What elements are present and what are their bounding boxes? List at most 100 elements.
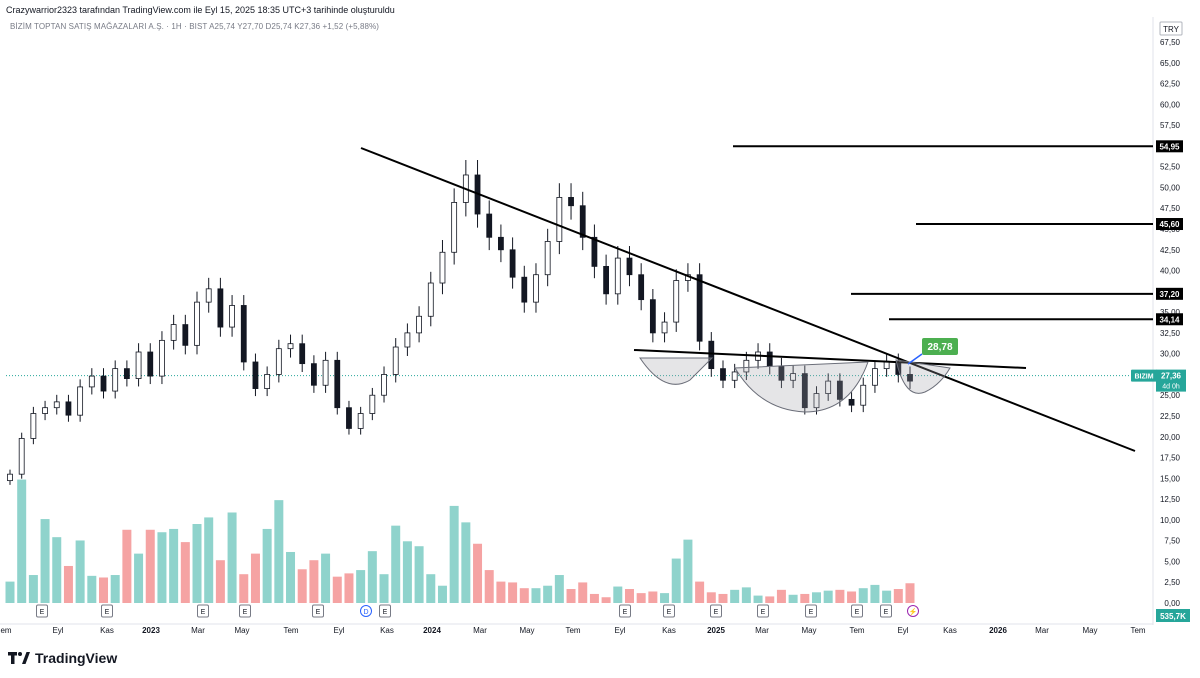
candle-body xyxy=(907,374,913,382)
symbol-badge-label: BIZIM xyxy=(1134,374,1153,381)
volume-bar xyxy=(63,565,73,603)
currency-label: TRY xyxy=(1163,25,1180,34)
y-tick-label: 22,50 xyxy=(1160,412,1181,421)
cup-small-2 xyxy=(895,359,951,394)
volume-bar xyxy=(835,589,845,603)
volume-bar xyxy=(601,597,611,603)
y-tick-label: 0,00 xyxy=(1164,599,1180,608)
volume-bar xyxy=(543,585,553,603)
candle-body xyxy=(509,249,516,278)
earnings-marker-label: E xyxy=(201,609,206,616)
x-tick-label: 2024 xyxy=(423,626,441,635)
candle-body xyxy=(381,374,387,396)
earnings-marker xyxy=(379,604,391,618)
candle-body xyxy=(229,305,235,328)
candle-body xyxy=(649,299,656,334)
y-tick-label: 5,00 xyxy=(1164,557,1180,566)
volume-bar xyxy=(730,589,740,603)
candle-body xyxy=(533,274,539,303)
candle-body xyxy=(439,251,446,284)
earnings-marker-label: E xyxy=(243,609,248,616)
y-tick-label: 40,00 xyxy=(1160,267,1181,276)
volume-bar xyxy=(531,588,541,603)
volume-bar xyxy=(882,590,892,603)
earnings-marker xyxy=(101,604,113,618)
candle-body xyxy=(872,368,878,386)
volume-bar xyxy=(5,581,15,603)
candle-body xyxy=(720,368,726,381)
y-tick-label: 42,50 xyxy=(1160,246,1181,255)
volume-bar xyxy=(344,573,354,603)
earnings-marker-label: E xyxy=(761,609,766,616)
candle-body xyxy=(673,280,680,323)
candle-body xyxy=(486,213,493,238)
earnings-marker-label: E xyxy=(884,609,889,616)
volume-bar xyxy=(893,589,903,603)
candle-body xyxy=(801,373,808,409)
candle-body xyxy=(743,359,750,373)
y-tick-label: 50,00 xyxy=(1160,183,1181,192)
volume-bar xyxy=(765,596,775,603)
candle-body xyxy=(357,413,364,429)
volume-bar xyxy=(508,582,518,603)
y-tick-label: 30,00 xyxy=(1160,350,1181,359)
candle-body xyxy=(88,375,95,388)
volume-bar xyxy=(858,588,868,603)
volume-bar xyxy=(367,551,377,603)
volume-bar xyxy=(274,500,284,603)
y-tick-label: 65,00 xyxy=(1160,59,1181,68)
x-tick-label: 2025 xyxy=(707,626,725,635)
y-tick-label: 32,50 xyxy=(1160,329,1181,338)
volume-bar xyxy=(437,585,447,603)
price-level-box xyxy=(1156,218,1183,231)
y-tick-label: 62,50 xyxy=(1160,80,1181,89)
volume-bar xyxy=(391,525,401,603)
earnings-marker xyxy=(757,604,769,618)
y-tick-label: 10,00 xyxy=(1160,516,1181,525)
candle-body xyxy=(614,257,621,295)
volume-bar xyxy=(449,505,459,603)
volume-bar xyxy=(227,512,237,603)
volume-bar xyxy=(695,581,705,603)
candle-body xyxy=(240,305,247,363)
x-tick-label: Kas xyxy=(380,626,394,635)
volume-bar xyxy=(800,593,810,603)
candle-body xyxy=(346,407,352,429)
volume-bar xyxy=(589,593,599,603)
candle-body xyxy=(579,205,586,238)
earnings-marker xyxy=(36,604,48,618)
cup-main xyxy=(734,361,869,413)
volume-bar xyxy=(461,522,471,603)
countdown-label: 4d 0h xyxy=(1162,384,1180,391)
volume-bar xyxy=(356,570,366,603)
earnings-marker xyxy=(312,604,324,618)
last-volume-box xyxy=(1156,609,1190,622)
candle-body xyxy=(392,346,399,375)
price-level-label: 45,60 xyxy=(1159,220,1180,229)
candle-body xyxy=(790,373,797,381)
earnings-marker xyxy=(710,604,722,618)
volume-bar xyxy=(28,575,38,603)
volume-bar xyxy=(75,540,85,603)
x-tick-label: May xyxy=(801,626,816,635)
volume-bar xyxy=(519,588,529,603)
cup-small-1 xyxy=(639,357,714,385)
price-level-box xyxy=(1156,287,1183,300)
candle-body xyxy=(638,274,645,301)
candle-body xyxy=(708,340,715,370)
candle-body xyxy=(369,394,376,414)
price-level-box xyxy=(1156,313,1183,326)
volume-bar xyxy=(192,524,202,603)
y-tick-label: 20,00 xyxy=(1160,433,1181,442)
earnings-marker-label: E xyxy=(383,609,388,616)
earnings-marker-label: E xyxy=(667,609,672,616)
callout-pointer xyxy=(907,353,923,365)
volume-bar xyxy=(706,592,716,603)
candle-body xyxy=(766,351,773,367)
y-tick-label: 25,00 xyxy=(1160,391,1181,400)
candle-body xyxy=(731,371,738,381)
volume-bar xyxy=(484,570,494,603)
y-tick-label: 35,00 xyxy=(1160,308,1181,317)
y-tick-label: 17,50 xyxy=(1160,454,1181,463)
